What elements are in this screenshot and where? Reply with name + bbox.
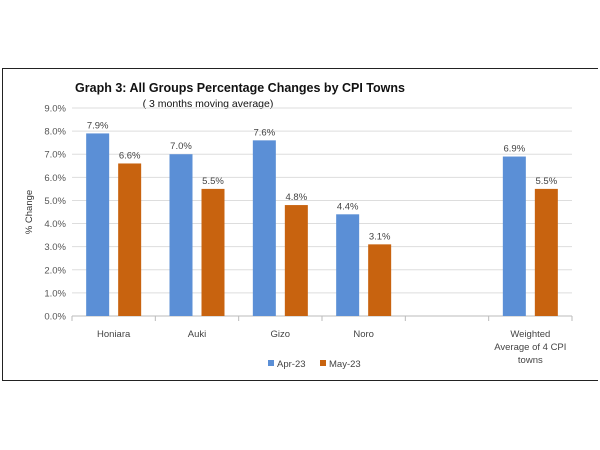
data-label: 4.4% xyxy=(337,201,359,212)
bar-apr-23 xyxy=(502,156,526,316)
legend-label: May-23 xyxy=(329,359,361,370)
bar-apr-23 xyxy=(336,214,360,316)
y-tick-label: 5.0% xyxy=(44,196,66,207)
y-tick-label: 3.0% xyxy=(44,242,66,253)
legend-label: Apr-23 xyxy=(277,359,306,370)
y-tick-label: 8.0% xyxy=(44,127,66,138)
data-label: 6.6% xyxy=(119,150,141,161)
data-label: 7.9% xyxy=(87,120,109,131)
data-label: 6.9% xyxy=(504,144,526,155)
y-tick-label: 0.0% xyxy=(44,312,66,323)
x-tick-label: Auki xyxy=(188,329,206,340)
bar-apr-23 xyxy=(86,133,110,316)
y-tick-label: 7.0% xyxy=(44,150,66,161)
bar-may-23 xyxy=(201,188,225,316)
chart-frame xyxy=(2,68,598,381)
data-label: 5.5% xyxy=(202,176,224,187)
y-axis-label: % Change xyxy=(24,190,35,234)
bar-may-23 xyxy=(118,163,142,316)
x-tick-label: Gizo xyxy=(271,329,291,340)
x-tick-label: Honiara xyxy=(97,329,131,340)
chart-title: Graph 3: All Groups Percentage Changes b… xyxy=(75,81,405,95)
y-tick-label: 4.0% xyxy=(44,219,66,230)
data-label: 7.0% xyxy=(170,141,192,152)
legend-swatch xyxy=(268,360,274,366)
x-tick-label: towns xyxy=(518,355,543,366)
bar-may-23 xyxy=(368,244,392,316)
x-tick-label: Noro xyxy=(353,329,374,340)
chart-subtitle: ( 3 months moving average) xyxy=(143,98,274,110)
bar-apr-23 xyxy=(169,154,193,316)
x-tick-label: Weighted xyxy=(510,329,550,340)
y-tick-label: 6.0% xyxy=(44,173,66,184)
data-label: 4.8% xyxy=(286,192,308,203)
y-tick-label: 2.0% xyxy=(44,265,66,276)
legend-swatch xyxy=(320,360,326,366)
data-label: 7.6% xyxy=(254,127,276,138)
bar-apr-23 xyxy=(252,140,276,316)
bar-may-23 xyxy=(534,188,558,316)
data-label: 3.1% xyxy=(369,231,391,242)
data-label: 5.5% xyxy=(536,176,558,187)
y-tick-label: 9.0% xyxy=(44,104,66,115)
y-tick-label: 1.0% xyxy=(44,288,66,299)
bar-may-23 xyxy=(284,205,308,316)
x-tick-label: Average of 4 CPI xyxy=(494,342,566,353)
